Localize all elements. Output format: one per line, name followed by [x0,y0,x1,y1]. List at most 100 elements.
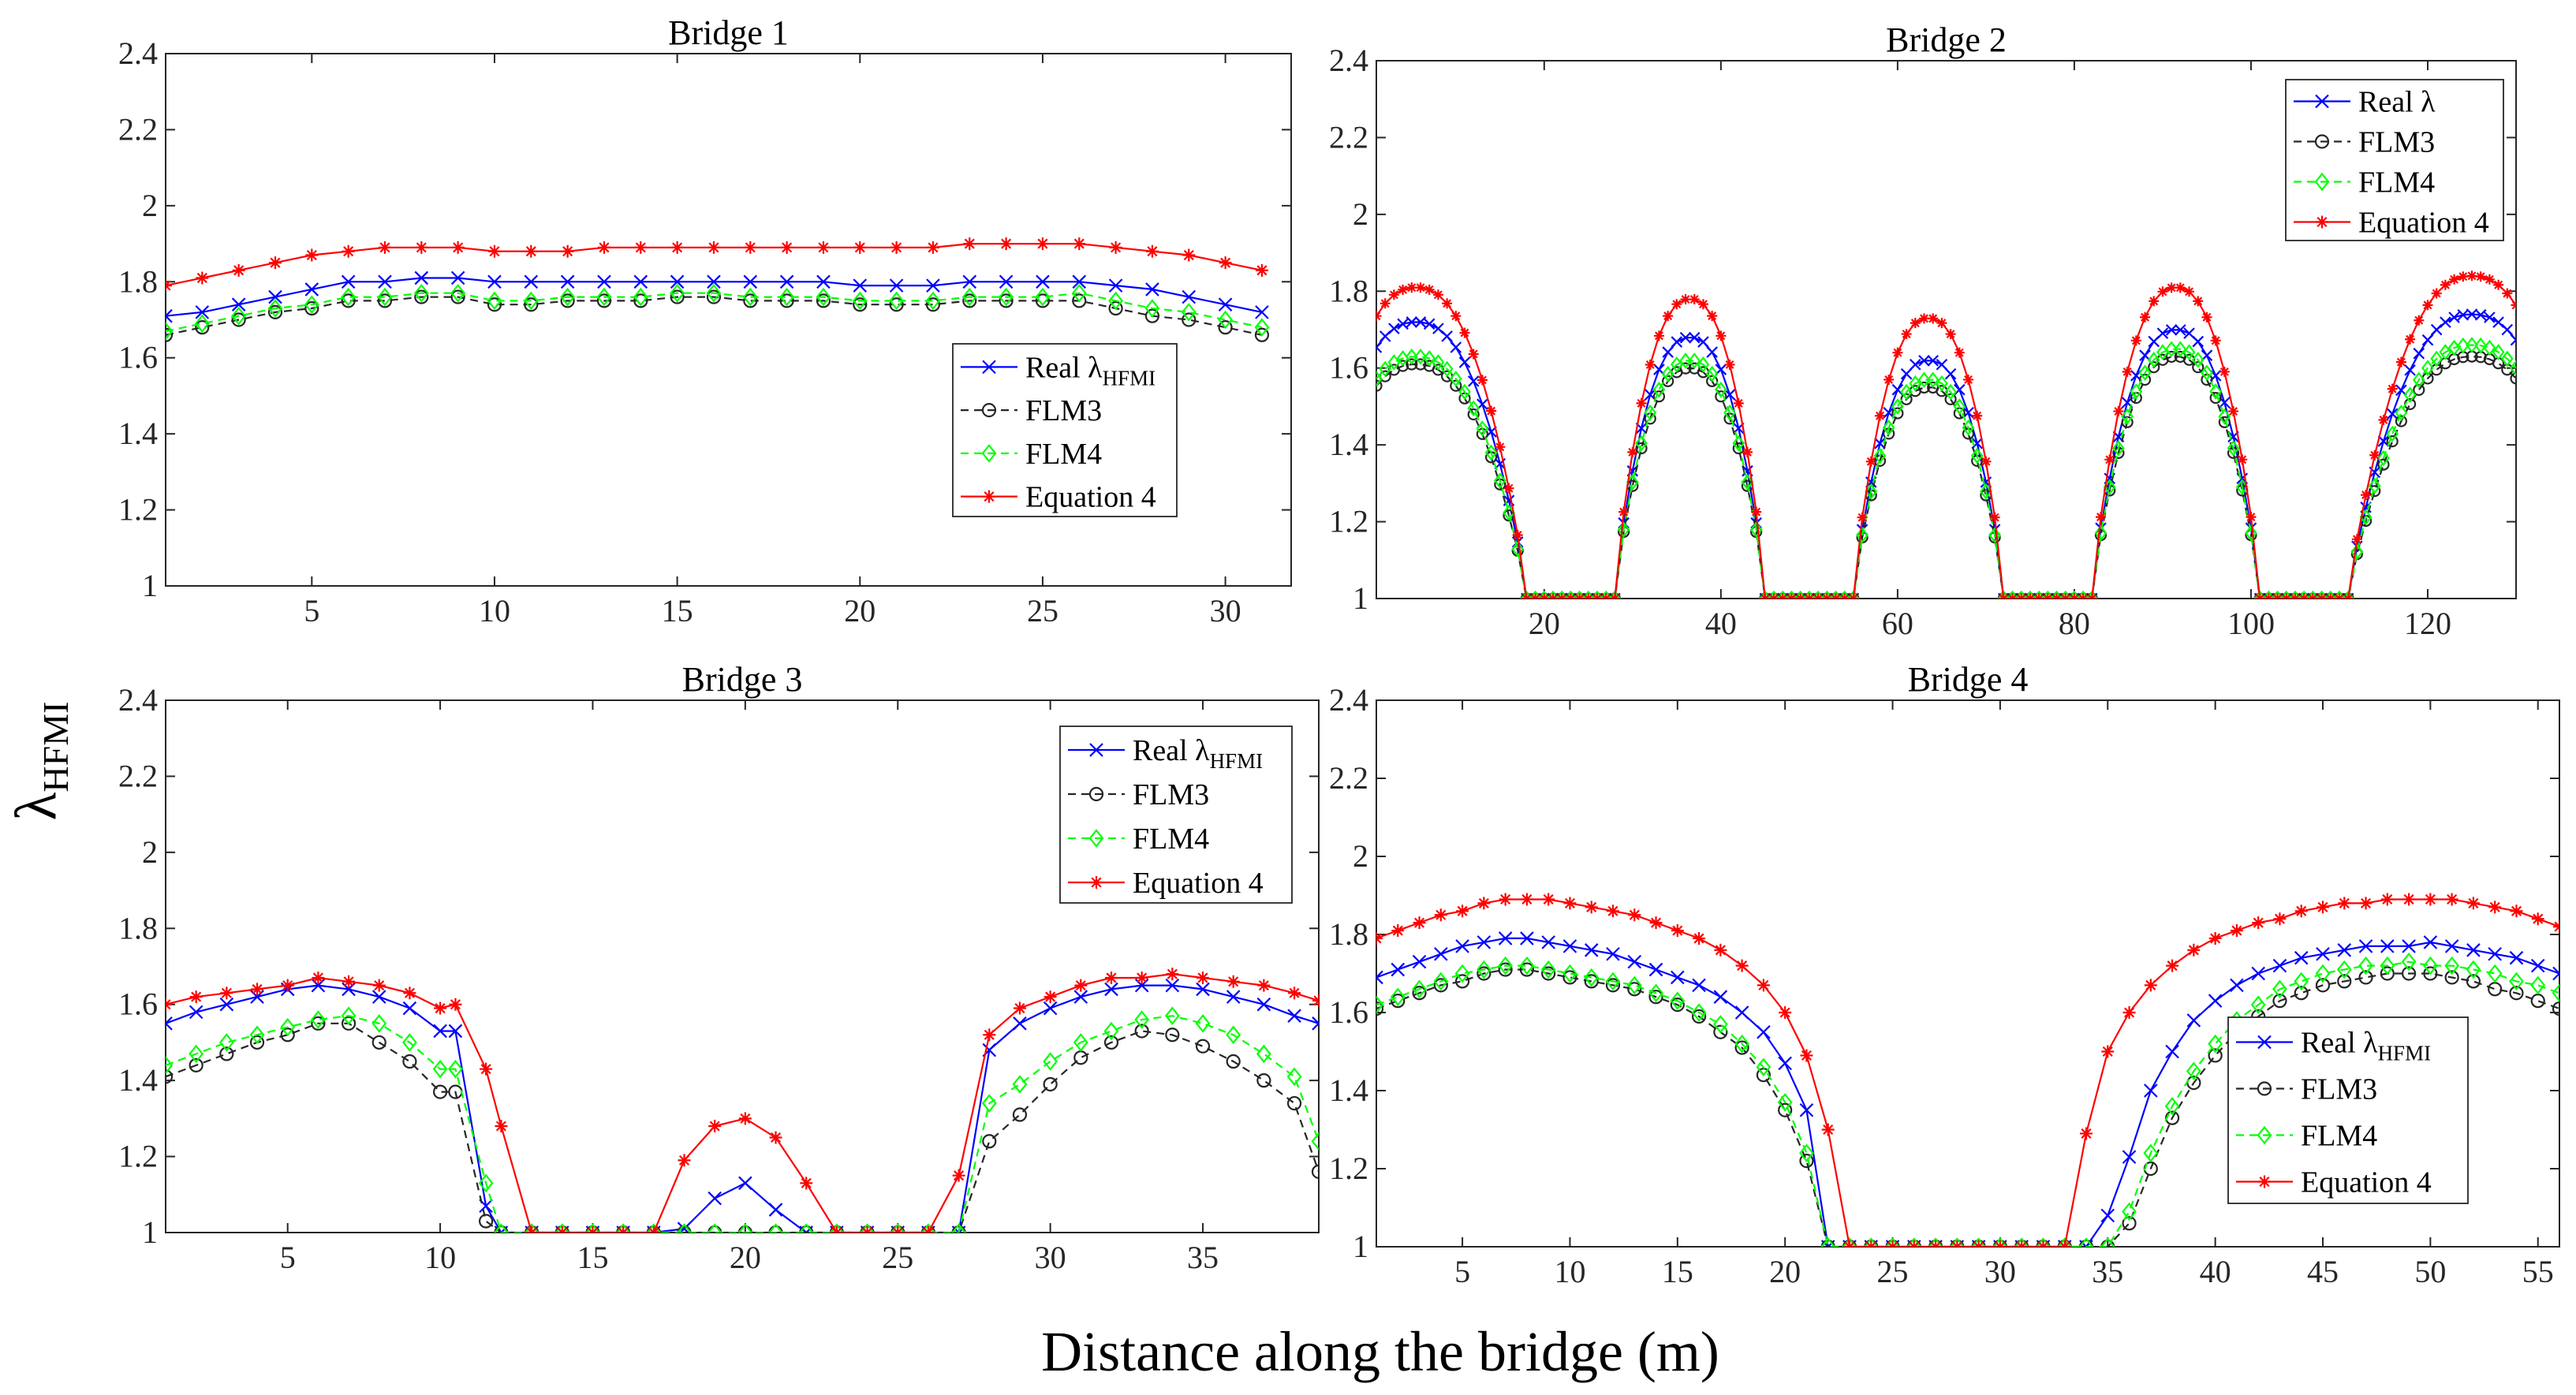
data-point-flm3 [166,1069,174,1084]
data-point-eq4 [2488,901,2502,914]
data-point-eq4 [800,1177,813,1190]
data-point-eq4 [1786,593,1797,599]
data-point-real [1971,437,1983,449]
data-point-flm4 [2112,440,2125,457]
data-point-flm4 [596,287,612,307]
data-point-flm3 [1108,300,1123,316]
data-point-eq4 [2449,274,2460,285]
data-point-flm3 [1820,1239,1835,1247]
data-point-real [2404,364,2416,376]
data-point-flm3 [1012,1107,1028,1122]
data-point-flm4 [1712,1015,1728,1034]
data-point-flm3 [707,1225,722,1233]
data-point-real [1388,323,1400,334]
panel-bridge-1: Bridge 1 1 1.2 1.4 1.6 1.8 2 2.2 2.4 5 10 15 20 25 30 R… [118,13,1292,628]
data-point-flm4 [2209,383,2223,400]
data-point-flm4 [737,1223,753,1233]
data-point-eq4 [1813,593,1824,599]
data-point-real [433,1024,447,1039]
data-point-flm3 [982,1134,997,1149]
data-point-flm3 [2294,986,2309,1001]
data-point-flm3 [1635,442,1648,455]
data-point-eq4 [1442,298,1453,309]
data-point-flm4 [2294,972,2309,991]
data-point-flm4 [1936,375,1948,392]
data-point-flm4 [1144,299,1160,318]
data-point-flm4 [341,287,357,307]
y-tick-label: 1 [142,1214,158,1250]
data-point-flm4 [189,1044,204,1064]
data-point-flm3 [2423,966,2438,981]
data-point-flm4 [2122,1202,2137,1222]
data-point-eq4 [2096,512,2107,523]
data-point-flm3 [2395,415,2407,427]
data-point-eq4 [1936,318,1947,329]
data-point-eq4 [2380,893,2394,906]
data-point-eq4 [1135,971,1148,984]
legend-label-eq4: Equation 4 [1133,867,1264,900]
data-point-flm4 [413,283,429,303]
data-point-flm4 [779,287,795,307]
legend-marker-real [2257,1035,2272,1050]
legend-marker-real [1089,743,1103,757]
data-point-flm3 [341,1016,357,1031]
data-point-real [1013,1016,1027,1031]
data-point-flm3 [2182,353,2196,366]
x-tick-label: 35 [1187,1240,1219,1275]
data-point-eq4 [2414,315,2425,326]
data-point-eq4 [1539,593,1550,599]
data-point-real [1182,289,1197,304]
y-tick-label: 2.2 [1329,119,1368,155]
data-point-real [677,1222,692,1233]
data-point-real [2139,349,2151,361]
data-point-eq4 [2510,905,2523,918]
x-tick-label: 30 [1984,1254,2016,1289]
data-point-real [2501,323,2514,336]
data-point-eq4 [2149,296,2160,307]
data-point-flm4 [585,1223,600,1233]
data-point-eq4 [2351,534,2362,545]
data-point-flm4 [166,322,174,341]
data-point-real [487,274,502,289]
data-layer [166,237,1270,342]
data-point-real [1287,1009,1301,1023]
data-point-flm4 [2208,1034,2223,1054]
x-tick-label: 55 [2522,1254,2554,1289]
data-point-eq4 [2016,593,2027,599]
data-point-flm4 [2510,360,2516,376]
data-point-flm4 [218,1033,234,1052]
legend-label-eq4: Equation 4 [1025,481,1156,514]
data-point-eq4 [890,241,903,254]
data-point-real [2192,335,2205,348]
data-point-eq4 [2201,311,2212,323]
data-point-flm4 [304,295,319,314]
data-point-eq4 [744,241,757,254]
data-point-eq4 [1779,1006,1792,1019]
data-point-flm4 [1679,352,1692,369]
data-point-eq4 [1376,311,1382,322]
data-point-eq4 [1468,349,1479,360]
data-point-eq4 [1821,1123,1835,1136]
data-point-eq4 [2015,1240,2029,1247]
data-point-eq4 [1951,1240,1964,1247]
data-point-real [1376,341,1383,353]
data-point-flm3 [1182,312,1197,327]
data-point-flm4 [1195,1014,1211,1033]
data-point-flm4 [2368,477,2381,494]
data-point-eq4 [2445,893,2458,906]
data-point-eq4 [2531,912,2544,926]
data-point-eq4 [1972,1240,1985,1247]
data-point-eq4 [2402,893,2416,906]
data-point-eq4 [2475,271,2486,282]
data-point-flm4 [194,314,210,334]
x-tick-label: 25 [1877,1254,1909,1289]
data-point-flm3 [249,1035,265,1050]
data-point-flm4 [2218,408,2231,425]
data-point-flm4 [860,1223,875,1233]
data-point-flm4 [1865,483,1878,500]
y-tick-label: 1.4 [118,416,158,451]
data-point-real [1936,358,1948,371]
data-point-real [1692,978,1706,993]
data-point-flm4 [371,1014,387,1033]
data-point-flm4 [1756,1057,1771,1077]
